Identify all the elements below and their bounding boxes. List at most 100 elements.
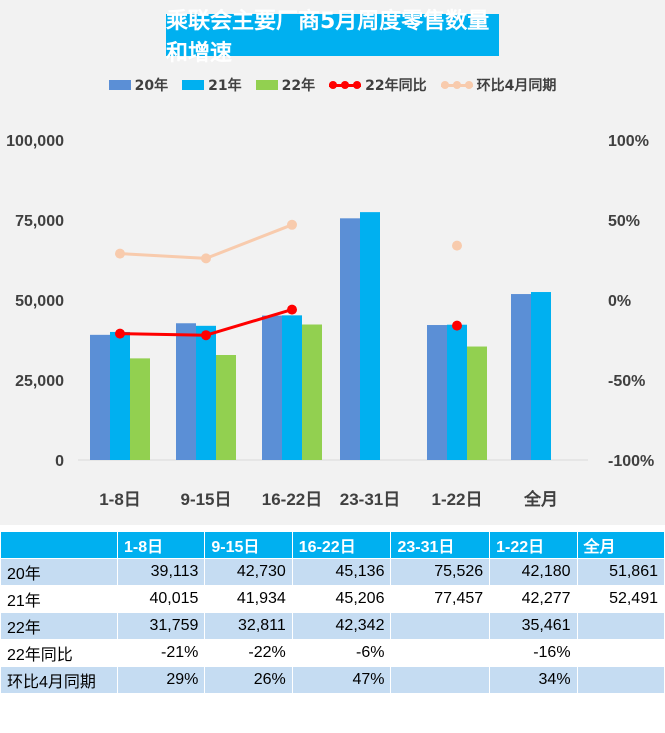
table-row-label: 22年 (0, 612, 118, 640)
legend-item: 环比4月同期 (440, 75, 557, 95)
table-header-cell: 23-31日 (390, 531, 491, 559)
bar-21年-9-15日 (196, 325, 216, 460)
legend-item: 21年 (182, 75, 242, 95)
y-right-tick-label: 50% (608, 213, 640, 230)
table-cell: 42,342 (291, 612, 392, 640)
table-cell: -21% (116, 639, 206, 667)
y-left-tick-label: 100,000 (6, 133, 64, 150)
bar-20年-9-15日 (176, 323, 196, 460)
table-row-label: 20年 (0, 558, 118, 586)
point-22年同比-1-22日 (452, 320, 462, 331)
legend-swatch (440, 79, 473, 91)
table-cell: 41,934 (204, 585, 293, 613)
legend-label: 22年 (281, 78, 316, 94)
table-cell: 39,113 (116, 558, 206, 586)
bar-20年-23-31日 (340, 218, 360, 460)
table-row: 21年 40,015 41,934 45,206 77,457 42,277 52,491 (0, 585, 665, 613)
y-right-tick-label: 100% (608, 133, 649, 150)
table-cell: 45,206 (291, 585, 392, 613)
table-row-label: 21年 (0, 585, 118, 613)
line-segment-环比4月同期 (205, 223, 293, 260)
table-cell: 77,457 (390, 585, 491, 613)
line-segment-22年同比 (119, 332, 207, 337)
table-cell: 32,811 (204, 612, 293, 640)
y-left-tick-label: 25,000 (15, 373, 64, 390)
bar-22年-1-8日 (130, 358, 150, 460)
legend-swatch (108, 80, 131, 90)
legend-label: 21年 (208, 78, 242, 94)
table-cell: -6% (291, 639, 392, 667)
table-row: 20年 39,113 42,730 45,136 75,526 42,180 51,861 (0, 558, 665, 586)
table-header-cell: 1-22日 (489, 531, 578, 559)
table-cell: 45,136 (291, 558, 392, 586)
bar-21年-1-8日 (110, 331, 130, 460)
bar-20年-全月 (511, 294, 531, 460)
table-cell: 52,491 (576, 585, 665, 613)
data-table: 1-8日 9-15日 16-22日 23-31日 1-22日 全月 20年 39,113 42… (0, 531, 665, 694)
chart-title: 乘联会主要厂商5月周度零售数量和增速 (166, 9, 499, 66)
x-tick-label: 16-22日 (262, 490, 322, 509)
y-right-tick-label: -50% (608, 373, 645, 390)
x-tick-label: 23-31日 (340, 490, 400, 509)
y-left-tick-label: 75,000 (15, 213, 64, 230)
line-segment-22年同比 (205, 308, 293, 337)
point-22年同比-16-22日 (287, 304, 297, 315)
table-cell (390, 666, 491, 694)
legend-item: 22年 (255, 75, 316, 95)
legend-label: 环比4月同期 (476, 78, 557, 94)
legend-swatch (182, 80, 205, 90)
legend-swatch (255, 80, 278, 90)
bar-21年-16-22日 (282, 315, 302, 460)
table-cell: 42,730 (204, 558, 293, 586)
legend-item: 20年 (108, 75, 168, 95)
table-cell (576, 639, 665, 667)
table-header-cell: 9-15日 (204, 531, 293, 559)
bar-22年-16-22日 (302, 324, 322, 460)
chart-plot: 100,000 75,000 50,000 25,000 0 100% 50% 0% -50% -… (6, 133, 654, 509)
bar-22年-1-22日 (467, 346, 487, 460)
table-cell: 29% (116, 666, 206, 694)
chart-legend: 20年 21年 22年 22年同比 环比4月同期 (0, 73, 665, 97)
table-row: 环比4月同期 29% 26% 47% 34% (0, 666, 665, 694)
bar-21年-1-22日 (447, 324, 467, 460)
chart-area: 乘联会主要厂商5月周度零售数量和增速 20年 21年 22年 22年同比 环比4月同期 … (0, 0, 665, 525)
x-tick-label: 1-22日 (431, 490, 482, 509)
x-tick-label: 9-15日 (180, 490, 231, 509)
table-cell: 26% (204, 666, 293, 694)
table-row-label: 22年同比 (0, 639, 118, 667)
bar-20年-1-22日 (427, 325, 447, 460)
table-cell: -22% (204, 639, 293, 667)
table-row: 22年同比 -21% -22% -6% -16% (0, 639, 665, 667)
point-环比4月同期-9-15日 (201, 253, 211, 264)
y-left-tick-label: 50,000 (15, 293, 64, 310)
point-22年同比-9-15日 (201, 330, 211, 341)
table-header-row: 1-8日 9-15日 16-22日 23-31日 1-22日 全月 (0, 531, 665, 559)
table-row: 22年 31,759 32,811 42,342 35,461 (0, 612, 665, 640)
bar-21年-全月 (531, 292, 551, 460)
legend-label: 22年同比 (365, 78, 427, 94)
table-cell: 40,015 (116, 585, 206, 613)
point-环比4月同期-1-22日 (452, 240, 462, 251)
table-cell (576, 612, 665, 640)
table-cell: 75,526 (390, 558, 491, 586)
table-cell (576, 666, 665, 694)
table-cell: 42,180 (489, 558, 578, 586)
y-left-tick-label: 0 (55, 453, 64, 470)
point-环比4月同期-1-8日 (115, 248, 125, 259)
table-cell: 31,759 (116, 612, 206, 640)
table-corner-cell (0, 531, 118, 559)
table-header-cell: 1-8日 (116, 531, 206, 559)
line-segment-环比4月同期 (119, 252, 207, 260)
y-right-tick-label: 0% (608, 293, 631, 310)
x-tick-label: 全月 (523, 489, 558, 509)
point-22年同比-1-8日 (115, 328, 125, 339)
legend-item: 22年同比 (329, 75, 427, 95)
table-cell: 47% (291, 666, 392, 694)
bar-22年-9-15日 (216, 355, 236, 460)
table-header-cell: 16-22日 (291, 531, 392, 559)
table-cell: -16% (489, 639, 578, 667)
table-row-label: 环比4月同期 (0, 666, 118, 694)
x-tick-label: 1-8日 (99, 490, 141, 509)
legend-swatch (329, 79, 362, 91)
